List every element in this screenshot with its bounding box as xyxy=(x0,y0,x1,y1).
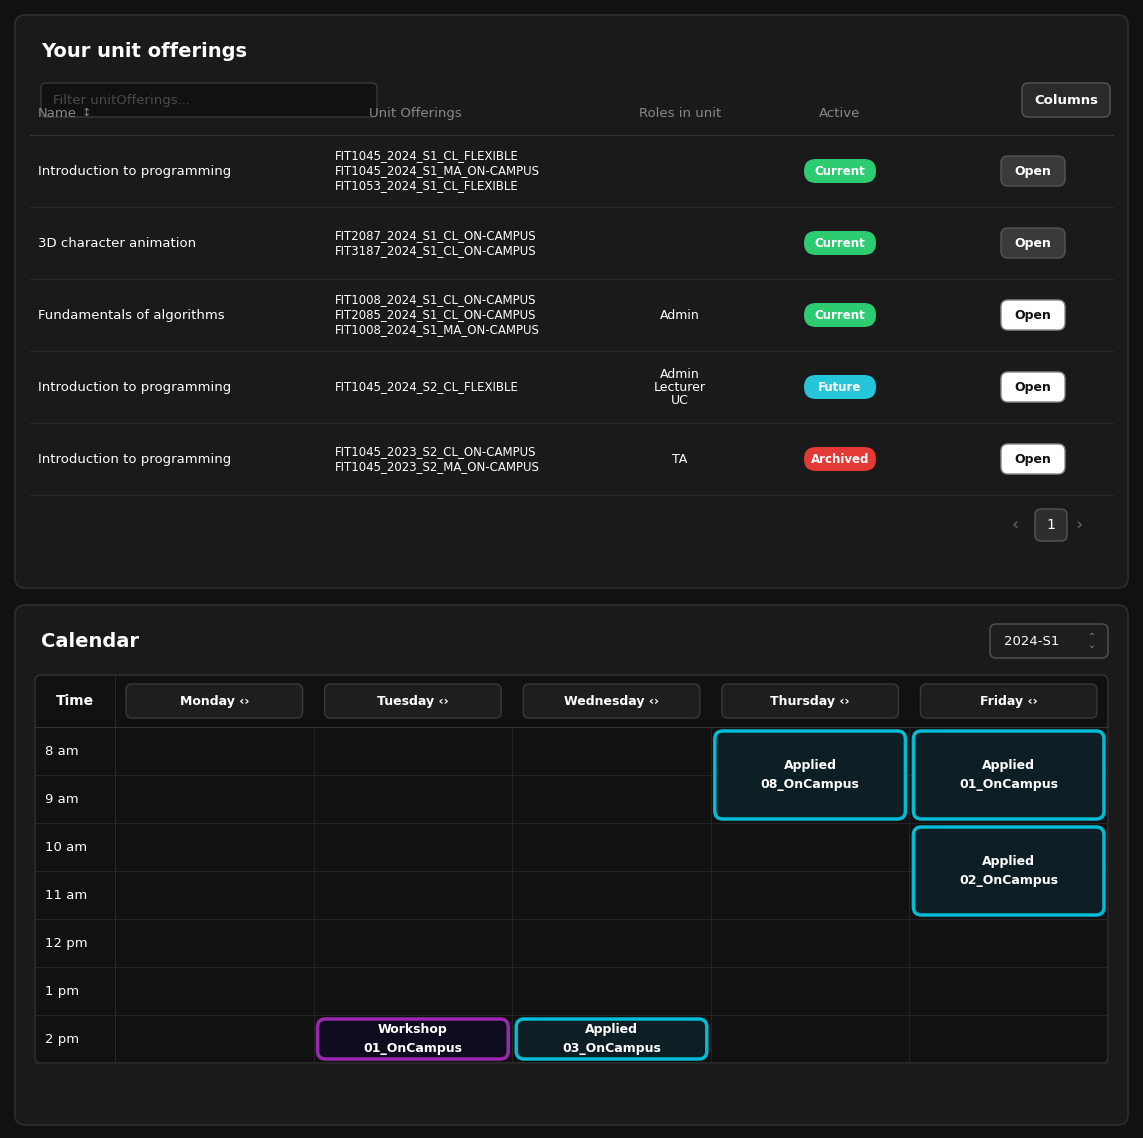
Text: Monday ‹›: Monday ‹› xyxy=(179,694,249,708)
Text: FIT1053_2024_S1_CL_FLEXIBLE: FIT1053_2024_S1_CL_FLEXIBLE xyxy=(335,180,519,192)
Text: Open: Open xyxy=(1015,380,1052,394)
Text: FIT1045_2024_S2_CL_FLEXIBLE: FIT1045_2024_S2_CL_FLEXIBLE xyxy=(335,380,519,394)
Text: Filter unitOfferings...: Filter unitOfferings... xyxy=(53,93,190,107)
Text: Applied
03_OnCampus: Applied 03_OnCampus xyxy=(562,1023,661,1055)
FancyBboxPatch shape xyxy=(920,684,1097,718)
Text: FIT1045_2023_S2_CL_ON-CAMPUS: FIT1045_2023_S2_CL_ON-CAMPUS xyxy=(335,445,536,457)
Text: FIT1045_2024_S1_MA_ON-CAMPUS: FIT1045_2024_S1_MA_ON-CAMPUS xyxy=(335,165,539,178)
FancyBboxPatch shape xyxy=(913,827,1104,915)
FancyBboxPatch shape xyxy=(15,15,1128,588)
Text: Tuesday ‹›: Tuesday ‹› xyxy=(377,694,449,708)
FancyBboxPatch shape xyxy=(804,159,876,183)
Text: Roles in unit: Roles in unit xyxy=(639,107,721,119)
Text: Applied
08_OnCampus: Applied 08_OnCampus xyxy=(760,759,860,791)
Text: 8 am: 8 am xyxy=(45,744,79,758)
Text: Current: Current xyxy=(815,308,865,322)
Text: 2 pm: 2 pm xyxy=(45,1032,79,1046)
Text: FIT1008_2024_S1_CL_ON-CAMPUS: FIT1008_2024_S1_CL_ON-CAMPUS xyxy=(335,294,536,306)
FancyBboxPatch shape xyxy=(1001,372,1065,402)
FancyBboxPatch shape xyxy=(804,231,876,255)
Text: Time: Time xyxy=(56,694,94,708)
FancyBboxPatch shape xyxy=(804,376,876,399)
Text: Future: Future xyxy=(818,380,862,394)
Text: Archived: Archived xyxy=(810,453,869,465)
Text: FIT1045_2024_S1_CL_FLEXIBLE: FIT1045_2024_S1_CL_FLEXIBLE xyxy=(335,149,519,163)
FancyBboxPatch shape xyxy=(990,624,1108,658)
FancyBboxPatch shape xyxy=(804,303,876,327)
Text: FIT1008_2024_S1_MA_ON-CAMPUS: FIT1008_2024_S1_MA_ON-CAMPUS xyxy=(335,323,539,337)
Text: Introduction to programming: Introduction to programming xyxy=(38,165,231,178)
Text: Fundamentals of algorithms: Fundamentals of algorithms xyxy=(38,308,225,322)
Text: Open: Open xyxy=(1015,308,1052,322)
Text: Unit Offerings: Unit Offerings xyxy=(369,107,462,119)
Text: Thursday ‹›: Thursday ‹› xyxy=(770,694,850,708)
Text: Current: Current xyxy=(815,237,865,249)
Text: TA: TA xyxy=(672,453,688,465)
FancyBboxPatch shape xyxy=(15,605,1128,1125)
FancyBboxPatch shape xyxy=(1036,509,1068,541)
Text: Open: Open xyxy=(1015,453,1052,465)
FancyBboxPatch shape xyxy=(126,684,303,718)
Text: FIT2085_2024_S1_CL_ON-CAMPUS: FIT2085_2024_S1_CL_ON-CAMPUS xyxy=(335,308,536,322)
Text: Current: Current xyxy=(815,165,865,178)
Text: Workshop
01_OnCampus: Workshop 01_OnCampus xyxy=(363,1023,463,1055)
Text: 10 am: 10 am xyxy=(45,841,87,854)
Text: Open: Open xyxy=(1015,237,1052,249)
Text: Admin: Admin xyxy=(661,368,700,380)
Text: Open: Open xyxy=(1015,165,1052,178)
FancyBboxPatch shape xyxy=(318,1019,509,1059)
Text: Introduction to programming: Introduction to programming xyxy=(38,380,231,394)
Text: ⌃: ⌃ xyxy=(1088,632,1096,642)
Text: ⌄: ⌄ xyxy=(1088,640,1096,650)
FancyBboxPatch shape xyxy=(804,447,876,471)
Text: FIT3187_2024_S1_CL_ON-CAMPUS: FIT3187_2024_S1_CL_ON-CAMPUS xyxy=(335,244,536,257)
Text: 9 am: 9 am xyxy=(45,792,79,806)
Text: Lecturer: Lecturer xyxy=(654,380,706,394)
FancyBboxPatch shape xyxy=(1022,83,1110,117)
FancyBboxPatch shape xyxy=(714,731,905,819)
Text: Name: Name xyxy=(38,107,77,119)
Text: 2024-S1: 2024-S1 xyxy=(1004,635,1060,648)
Text: Introduction to programming: Introduction to programming xyxy=(38,453,231,465)
Text: Friday ‹›: Friday ‹› xyxy=(980,694,1038,708)
FancyBboxPatch shape xyxy=(1001,228,1065,258)
Text: ›: › xyxy=(1076,516,1082,534)
FancyBboxPatch shape xyxy=(41,83,377,117)
Text: 1: 1 xyxy=(1047,518,1055,531)
FancyBboxPatch shape xyxy=(517,1019,706,1059)
FancyBboxPatch shape xyxy=(721,684,898,718)
Text: 1 pm: 1 pm xyxy=(45,984,79,998)
Text: Columns: Columns xyxy=(1034,93,1098,107)
Text: 3D character animation: 3D character animation xyxy=(38,237,197,249)
Text: ‹: ‹ xyxy=(1012,516,1018,534)
Text: Applied
01_OnCampus: Applied 01_OnCampus xyxy=(959,759,1058,791)
Text: 12 pm: 12 pm xyxy=(45,937,88,949)
FancyBboxPatch shape xyxy=(913,731,1104,819)
FancyBboxPatch shape xyxy=(1001,156,1065,185)
Text: UC: UC xyxy=(671,394,689,406)
Text: Active: Active xyxy=(820,107,861,119)
FancyBboxPatch shape xyxy=(1001,300,1065,330)
Text: Applied
02_OnCampus: Applied 02_OnCampus xyxy=(959,855,1058,887)
FancyBboxPatch shape xyxy=(523,684,700,718)
Text: Your unit offerings: Your unit offerings xyxy=(41,41,247,60)
Text: ↕: ↕ xyxy=(82,108,91,118)
Text: 11 am: 11 am xyxy=(45,889,87,901)
FancyBboxPatch shape xyxy=(1001,444,1065,475)
Text: Calendar: Calendar xyxy=(41,632,139,651)
FancyBboxPatch shape xyxy=(325,684,501,718)
Text: Admin: Admin xyxy=(661,308,700,322)
FancyBboxPatch shape xyxy=(35,675,1108,1063)
Text: FIT2087_2024_S1_CL_ON-CAMPUS: FIT2087_2024_S1_CL_ON-CAMPUS xyxy=(335,229,536,242)
Text: FIT1045_2023_S2_MA_ON-CAMPUS: FIT1045_2023_S2_MA_ON-CAMPUS xyxy=(335,460,539,473)
Text: Wednesday ‹›: Wednesday ‹› xyxy=(563,694,660,708)
